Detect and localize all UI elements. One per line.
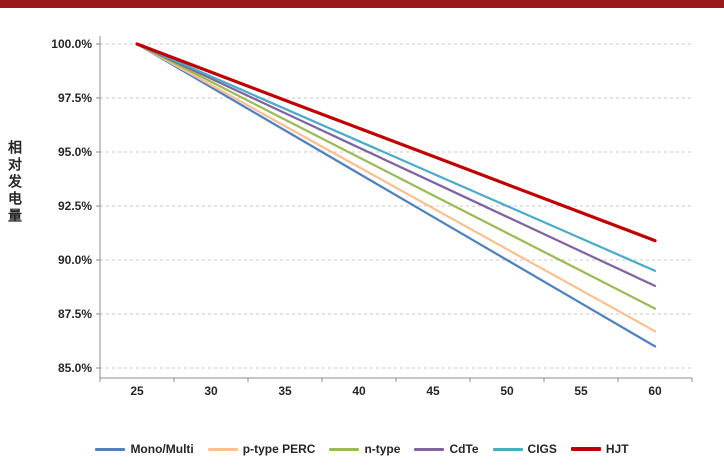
svg-text:60: 60 [648, 384, 662, 398]
svg-text:85.0%: 85.0% [58, 361, 92, 375]
legend-item: CdTe [414, 442, 479, 456]
legend-label: Mono/Multi [130, 442, 194, 456]
legend-swatch [95, 447, 126, 451]
legend: Mono/Multi p-type PERC n-type CdTe CIGS HJT [0, 442, 724, 456]
legend-swatch [207, 447, 238, 451]
legend-label: p-type PERC [242, 442, 316, 456]
svg-text:25: 25 [130, 384, 144, 398]
legend-item: CIGS [492, 442, 557, 456]
svg-text:87.5%: 87.5% [58, 307, 92, 321]
svg-text:95.0%: 95.0% [58, 145, 92, 159]
top-accent-bar [0, 0, 724, 8]
legend-swatch [570, 447, 601, 451]
legend-item: n-type [329, 442, 400, 456]
svg-text:45: 45 [426, 384, 440, 398]
legend-swatch [492, 447, 523, 451]
svg-text:30: 30 [204, 384, 218, 398]
svg-text:100.0%: 100.0% [51, 37, 92, 51]
legend-item: Mono/Multi [95, 442, 194, 456]
svg-text:35: 35 [278, 384, 292, 398]
legend-label: CIGS [527, 442, 557, 456]
legend-label: n-type [364, 442, 401, 456]
svg-text:50: 50 [500, 384, 514, 398]
legend-swatch [414, 447, 445, 451]
legend-item: p-type PERC [207, 442, 316, 456]
legend-item: HJT [570, 442, 629, 456]
svg-text:40: 40 [352, 384, 366, 398]
svg-text:92.5%: 92.5% [58, 199, 92, 213]
svg-text:90.0%: 90.0% [58, 253, 92, 267]
svg-text:55: 55 [574, 384, 588, 398]
svg-text:97.5%: 97.5% [58, 91, 92, 105]
legend-swatch [329, 447, 360, 451]
legend-label: CdTe [449, 442, 479, 456]
legend-label: HJT [605, 442, 629, 456]
y-axis-title: 相对发电量 [7, 140, 23, 225]
